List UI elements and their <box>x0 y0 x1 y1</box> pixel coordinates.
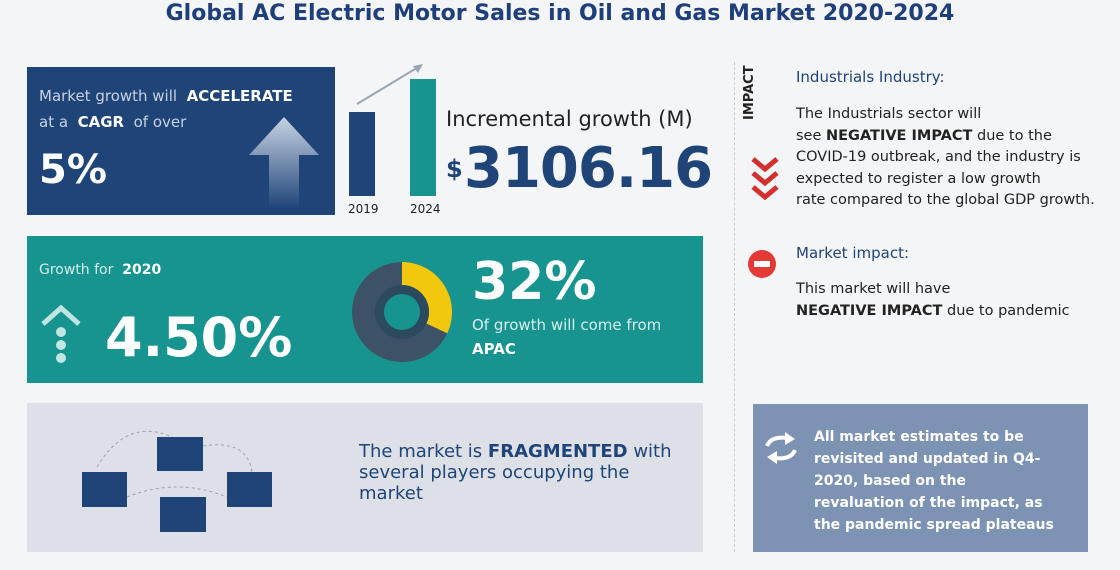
structure-panel: The market is FRAGMENTED with several pl… <box>27 403 703 552</box>
text: expected to register a low growth <box>796 170 1041 187</box>
divider <box>734 62 736 552</box>
text: Growth for <box>39 262 114 278</box>
text: with several players occupying the marke… <box>359 441 672 504</box>
cagr-value: 5% <box>39 147 107 193</box>
emphasis: FRAGMENTED <box>487 441 628 462</box>
growth-value: 4.50% <box>105 306 293 369</box>
emphasis: NEGATIVE IMPACT <box>796 303 943 319</box>
text: rate compared to the global GDP growth. <box>796 192 1095 208</box>
text: The Industrials sector will <box>796 106 982 122</box>
title: Global AC Electric Motor Sales in Oil an… <box>165 1 955 26</box>
down-chevrons <box>751 157 779 201</box>
cagr-panel: Market growth will ACCELERATE at a CAGR … <box>27 67 335 215</box>
text: Market growth will <box>39 87 178 105</box>
note-text: All market estimates to be revisited and… <box>814 429 1054 533</box>
structure-text: The market is FRAGMENTED with several pl… <box>359 441 689 504</box>
impact-text: The Industrials sector will see NEGATIVE… <box>796 104 1095 212</box>
text: The market is <box>359 441 483 462</box>
minus-icon <box>748 250 776 278</box>
text: at a <box>39 113 69 131</box>
apac-share: 32% <box>472 252 597 312</box>
up-arrow-icon <box>249 117 319 209</box>
emphasis: NEGATIVE IMPACT <box>826 127 973 144</box>
growth-bars-icon <box>349 64 436 196</box>
refresh-icon <box>765 432 797 464</box>
buildings-icon <box>82 430 272 532</box>
incremental-value: 3106.16 <box>464 136 713 201</box>
currency: $ <box>446 155 463 183</box>
text: due to pandemic <box>946 303 1070 319</box>
year-label: 2024 <box>410 202 441 216</box>
text: COVID-19 outbreak, and the industry is <box>796 149 1081 165</box>
market-impact-text: This market will have NEGATIVE IMPACT due… <box>796 278 1070 322</box>
text: see <box>796 127 822 144</box>
impact-label: IMPACT <box>742 65 757 120</box>
year: 2020 <box>122 262 162 278</box>
note-panel: All market estimates to be revisited and… <box>753 404 1088 552</box>
year-label: 2019 <box>348 202 379 216</box>
text: due to the <box>977 127 1052 144</box>
growth-panel: Growth for 2020 4.50% 32% Of growth will… <box>27 236 703 383</box>
impact-heading: Industrials Industry: <box>796 68 945 86</box>
growth-label: Growth for 2020 <box>39 262 161 278</box>
cagr-line1: Market growth will ACCELERATE <box>39 87 293 105</box>
text: This market will have <box>796 281 951 297</box>
text: of over <box>133 113 187 131</box>
apac-text: Of growth will come from <box>472 316 662 334</box>
donut <box>352 262 452 362</box>
incremental-label: Incremental growth (M) <box>446 107 693 131</box>
up-dots-icon <box>41 304 81 363</box>
emphasis: CAGR <box>77 113 125 131</box>
emphasis: ACCELERATE <box>186 87 293 105</box>
donut-segment <box>402 262 452 334</box>
cagr-line2: at a CAGR of over <box>39 113 186 131</box>
apac-region: APAC <box>472 340 516 358</box>
market-impact-heading: Market impact: <box>796 244 910 262</box>
